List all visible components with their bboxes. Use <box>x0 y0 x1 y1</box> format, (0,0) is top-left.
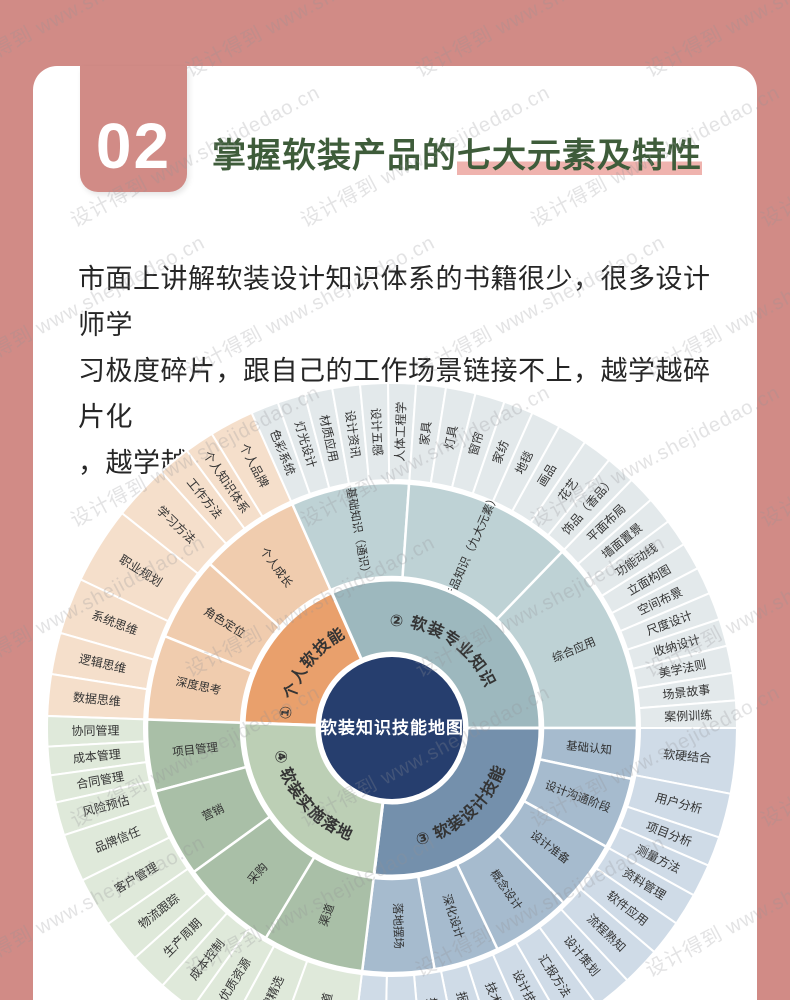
content-card <box>33 66 757 1000</box>
watermark-text: 设计得到 www.shejidedao.cn <box>757 682 790 832</box>
watermark-text: 设计得到 www.shejidedao.cn <box>757 82 790 232</box>
intro-line: 习极度碎片，跟自己的工作场景链接不上，越学越碎片化 <box>78 356 711 432</box>
section-title: 掌握软装产品的七大元素及特性 <box>212 128 702 177</box>
intro-line: ，越学越迷茫。 <box>78 448 271 478</box>
section-number-badge: 02 <box>80 66 187 192</box>
section-title-highlight: 七大元素及特性 <box>457 137 702 175</box>
section-number: 02 <box>95 110 172 182</box>
section-title-plain: 掌握软装产品的 <box>212 137 457 175</box>
intro-paragraph: 市面上讲解软装设计知识体系的书籍很少，很多设计师学 习极度碎片，跟自己的工作场景… <box>78 256 728 486</box>
intro-line: 市面上讲解软装设计知识体系的书籍很少，很多设计师学 <box>78 264 711 340</box>
watermark-text: 设计得到 www.shejidedao.cn <box>757 382 790 532</box>
